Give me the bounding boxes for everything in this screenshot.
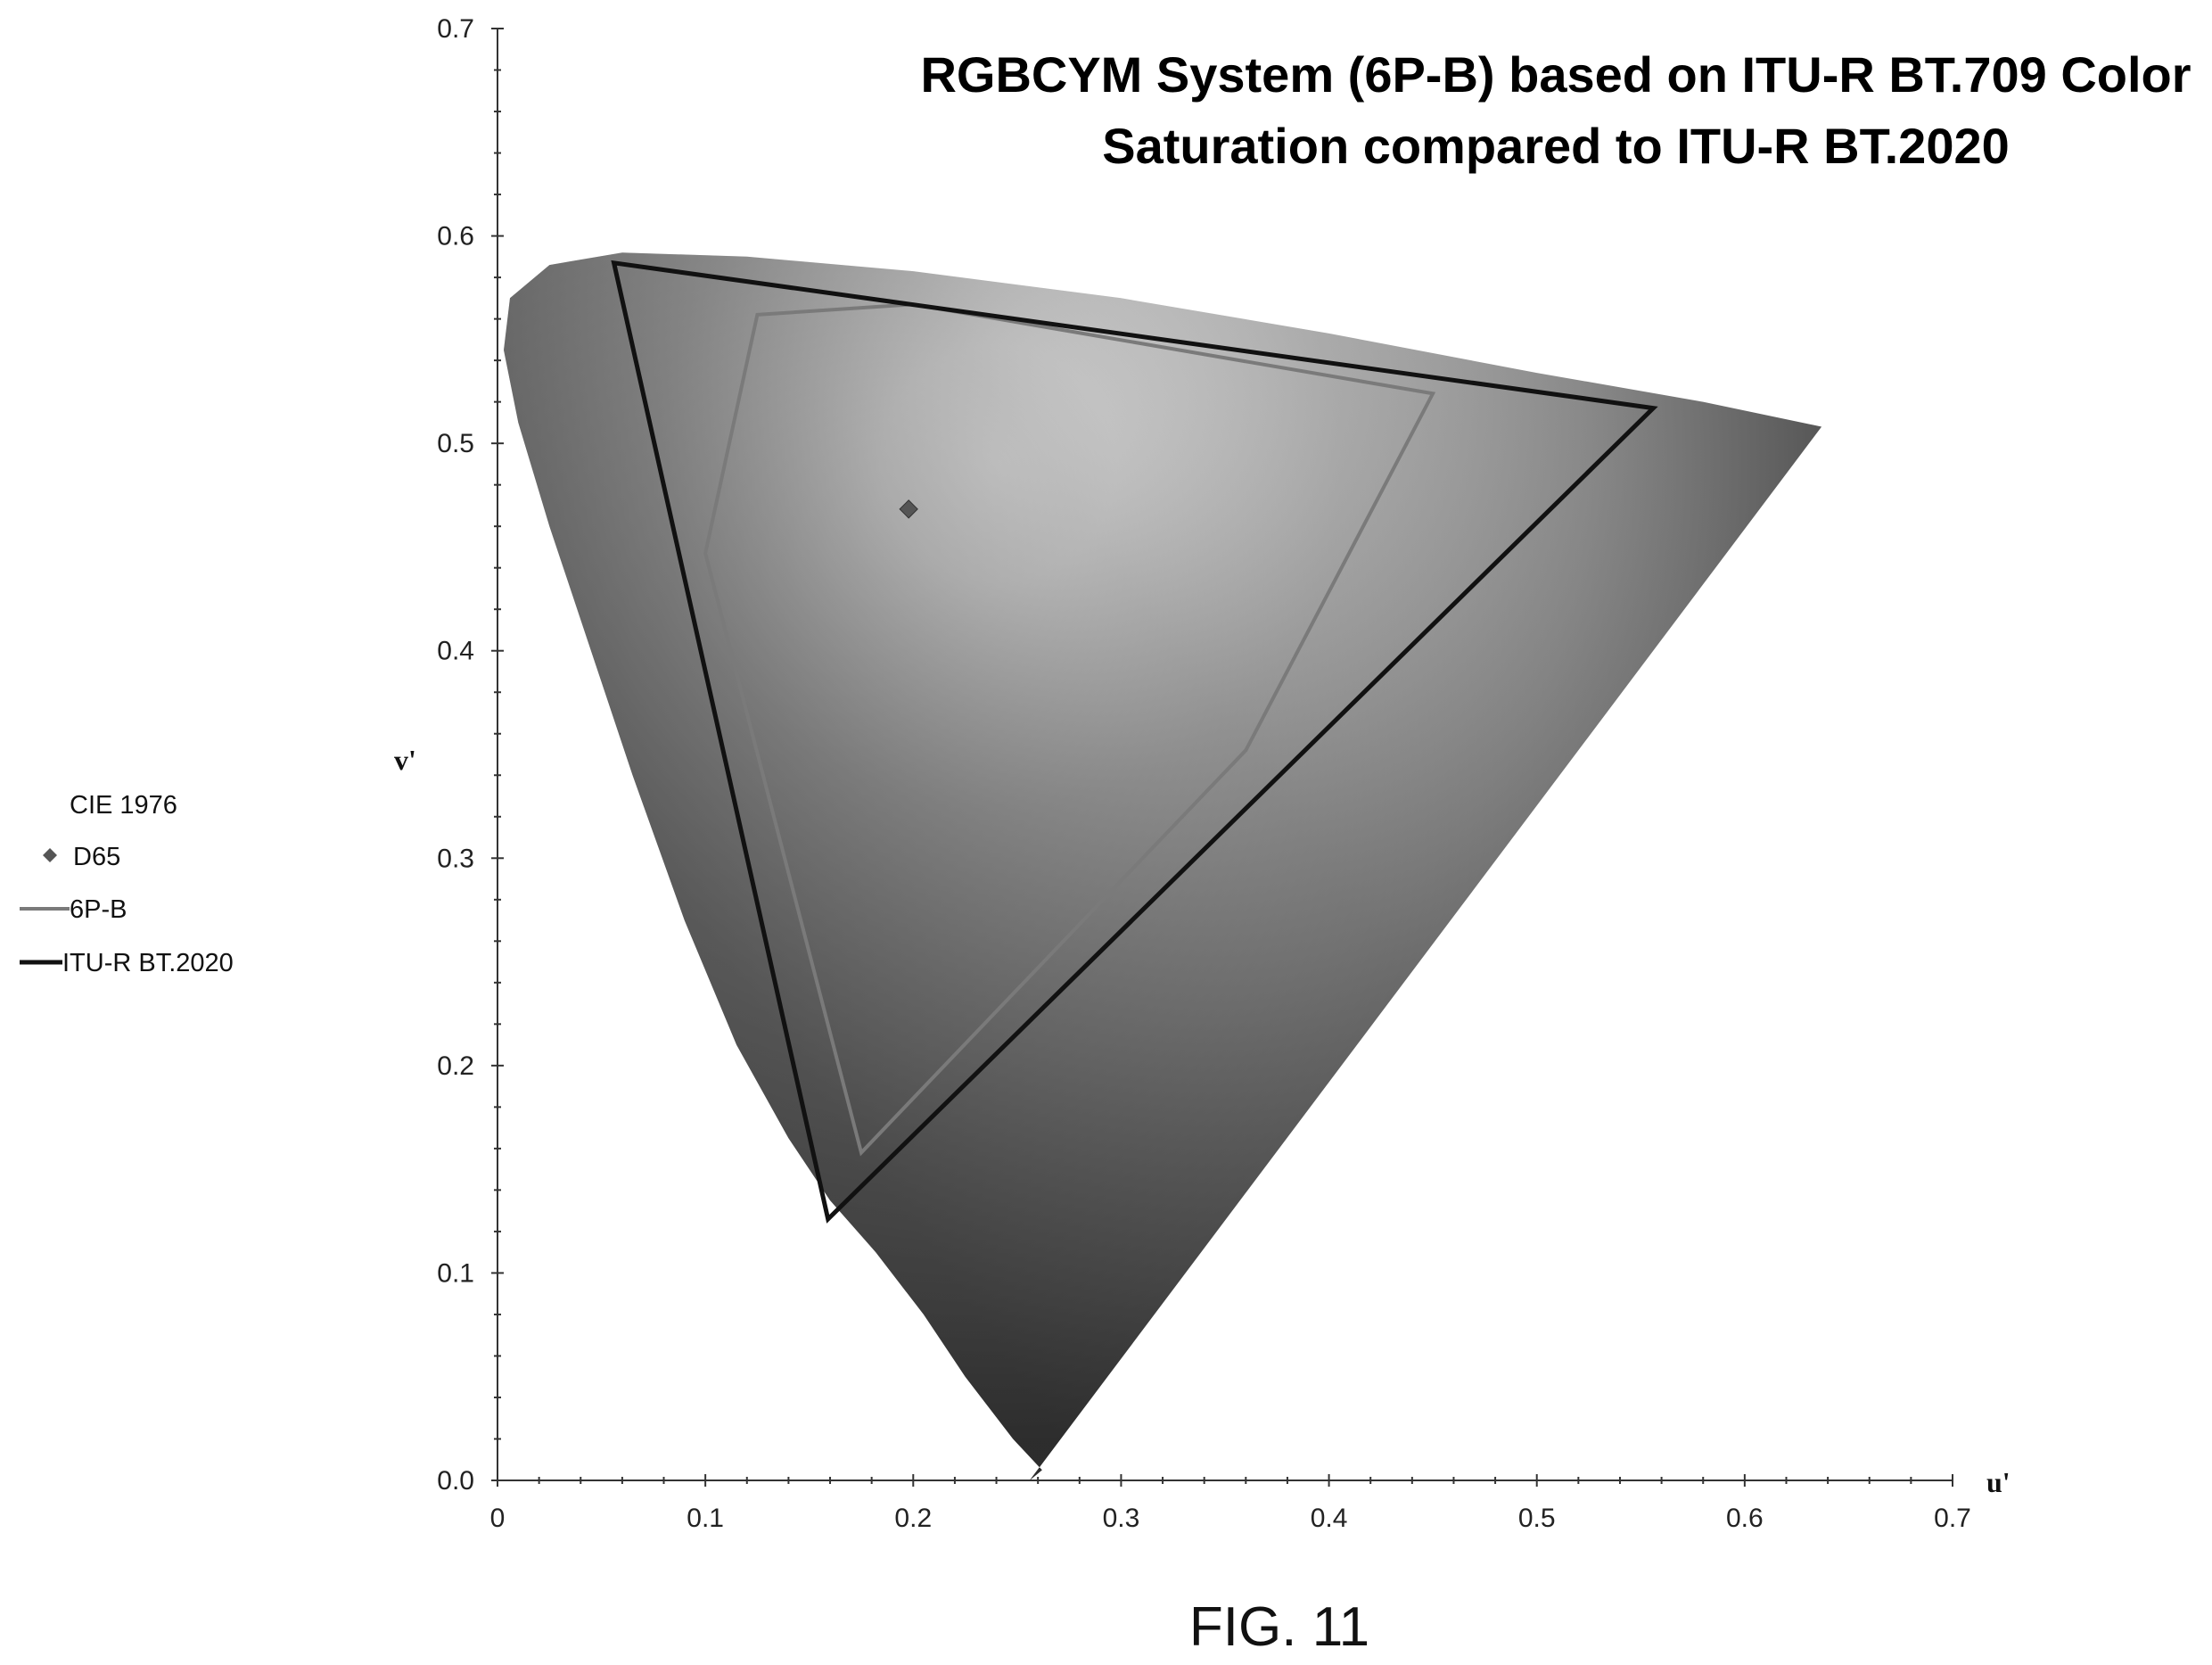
y-tick-label: 0.4 — [437, 637, 474, 666]
legend-title: CIE 1976 — [70, 791, 177, 820]
y-tick-label: 0.0 — [437, 1466, 474, 1496]
x-tick-label: 0 — [490, 1504, 506, 1533]
y-tick-label: 0.1 — [437, 1258, 474, 1288]
y-tick-label: 0.5 — [437, 429, 474, 458]
x-tick-labels: 0 0.1 0.2 0.3 0.4 0.5 0.6 0.7 — [490, 1504, 1971, 1533]
minor-ticks — [494, 69, 1912, 1484]
y-tick-label: 0.3 — [437, 844, 474, 873]
legend-bt2020-label: ITU-R BT.2020 — [62, 949, 234, 977]
x-tick-label: 0.7 — [1934, 1504, 1971, 1533]
x-tick-label: 0.3 — [1103, 1504, 1140, 1533]
spectral-locus-shade — [504, 252, 1822, 1481]
marker-d65 — [899, 499, 918, 519]
y-axis-label: v' — [394, 744, 416, 776]
y-tick-label: 0.6 — [437, 222, 474, 251]
chart-title-line-1: RGBCYM System (6P-B) based on ITU-R BT.7… — [920, 46, 2191, 103]
x-tick-label: 0.1 — [687, 1504, 724, 1533]
marker-layer — [899, 499, 918, 519]
figure-caption: FIG. 11 — [1189, 1596, 1369, 1658]
series-itu-r-bt-2020 — [611, 260, 1658, 1224]
chart-title-line-2: Saturation compared to ITU-R BT.2020 — [1102, 118, 2010, 174]
y-tick-labels: 0.0 0.1 0.2 0.3 0.4 0.5 0.6 0.7 — [437, 14, 474, 1496]
legend-d65-marker — [43, 848, 57, 862]
y-tick-label: 0.2 — [437, 1051, 474, 1081]
series-layer — [611, 260, 1658, 1224]
legend-d65-label: D65 — [73, 843, 120, 871]
legend: CIE 1976 D65 6P-B ITU-R BT.2020 — [20, 791, 234, 977]
x-tick-label: 0.5 — [1518, 1504, 1556, 1533]
x-axis-label: u' — [1986, 1466, 2011, 1498]
y-tick-label: 0.7 — [437, 14, 474, 44]
major-ticks — [491, 28, 1953, 1487]
legend-6pb-label: 6P-B — [70, 895, 127, 924]
x-tick-label: 0.4 — [1311, 1504, 1348, 1533]
x-tick-label: 0.6 — [1726, 1504, 1764, 1533]
x-tick-label: 0.2 — [894, 1504, 932, 1533]
chart-title: RGBCYM System (6P-B) based on ITU-R BT.7… — [920, 46, 2191, 174]
axes: 0 0.1 0.2 0.3 0.4 0.5 0.6 0.7 0.00.10.20.30.40.… — [394, 14, 2011, 1533]
